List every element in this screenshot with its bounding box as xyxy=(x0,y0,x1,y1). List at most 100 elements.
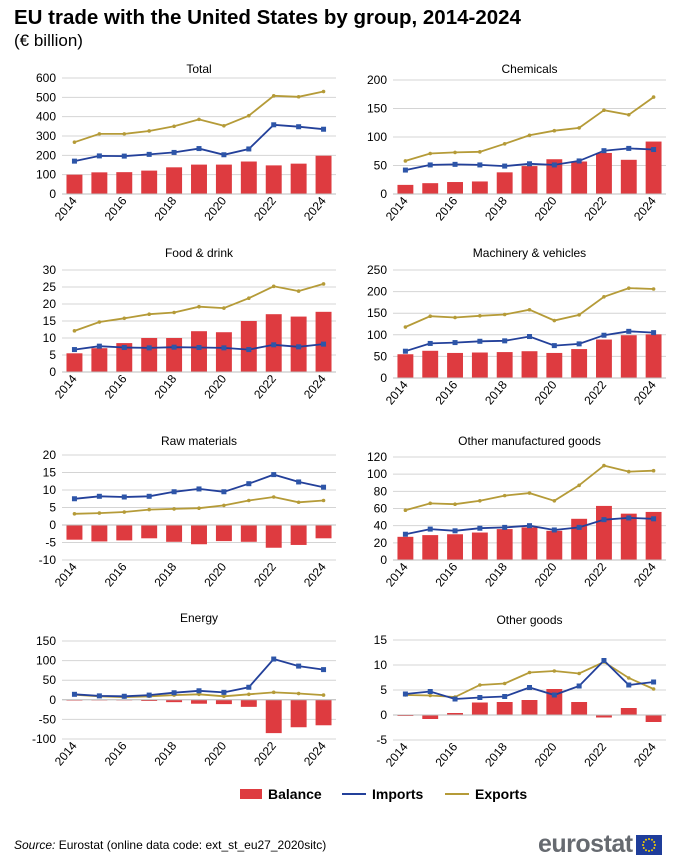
point-imports xyxy=(452,340,458,346)
x-tick-label: 2016 xyxy=(432,378,460,408)
y-tick-label: 60 xyxy=(374,502,388,516)
bar-balance xyxy=(546,689,563,715)
bar-balance xyxy=(571,349,588,378)
point-exports xyxy=(453,502,457,507)
bar-balance xyxy=(116,525,133,541)
point-imports xyxy=(221,489,227,495)
bar-balance xyxy=(290,316,307,372)
bar-balance xyxy=(315,699,332,726)
point-exports xyxy=(626,469,631,474)
line-exports xyxy=(405,287,654,328)
point-exports xyxy=(577,483,581,488)
point-imports xyxy=(502,524,508,530)
point-imports xyxy=(296,663,302,669)
y-tick-label: 100 xyxy=(367,130,387,144)
point-exports xyxy=(122,510,127,514)
chart-panel: Chemicals 0 50 100 150 200 2014 2016 2018 2020 202… xyxy=(367,62,666,223)
x-tick-label: 2020 xyxy=(201,372,229,402)
chart-title: Other goods xyxy=(496,613,562,627)
point-exports xyxy=(602,463,606,468)
point-imports xyxy=(576,524,582,530)
chart-title: Chemicals xyxy=(501,62,557,76)
y-tick-label: 50 xyxy=(374,159,388,173)
x-tick-label: 2014 xyxy=(383,194,411,224)
point-exports xyxy=(428,693,433,698)
x-tick-label: 2022 xyxy=(251,372,279,402)
bar-balance xyxy=(290,699,307,728)
y-tick-label: 0 xyxy=(49,365,56,379)
bar-balance xyxy=(66,353,83,372)
bar-balance xyxy=(91,348,108,372)
y-tick-label: 80 xyxy=(374,484,388,498)
source-note: Source: Eurostat (online data code: ext_… xyxy=(14,838,326,852)
point-imports xyxy=(477,338,483,344)
point-imports xyxy=(146,493,152,499)
point-exports xyxy=(247,498,251,503)
point-imports xyxy=(246,146,252,152)
point-imports xyxy=(196,345,202,351)
point-imports xyxy=(121,345,127,351)
bar-balance xyxy=(546,530,563,560)
y-tick-label: 0 xyxy=(380,187,387,201)
point-exports xyxy=(527,307,532,312)
bar-balance xyxy=(141,525,158,539)
point-imports xyxy=(296,479,302,485)
point-imports xyxy=(477,525,483,531)
y-tick-label: 40 xyxy=(374,519,388,533)
x-tick-label: 2022 xyxy=(251,739,279,769)
bar-balance xyxy=(496,352,513,378)
point-exports xyxy=(403,508,408,513)
point-imports xyxy=(171,149,177,155)
point-exports xyxy=(577,313,581,317)
x-tick-label: 2014 xyxy=(52,560,80,590)
point-exports xyxy=(453,150,457,155)
point-exports xyxy=(296,94,301,99)
bar-balance xyxy=(521,700,538,715)
y-tick-label: 15 xyxy=(43,466,57,480)
x-tick-label: 2020 xyxy=(532,560,560,590)
bar-balance xyxy=(496,172,513,194)
y-tick-label: 150 xyxy=(367,102,387,116)
x-tick-label: 2018 xyxy=(482,740,510,770)
bar-balance xyxy=(422,350,439,378)
x-tick-label: 2014 xyxy=(383,740,411,770)
point-exports xyxy=(577,126,581,130)
x-tick-label: 2018 xyxy=(151,560,179,590)
legend-item-exports: Exports xyxy=(445,786,527,802)
point-imports xyxy=(96,493,102,499)
point-imports xyxy=(96,153,102,159)
point-exports xyxy=(321,693,326,697)
bar-balance xyxy=(166,167,183,194)
x-tick-label: 2016 xyxy=(432,740,460,770)
point-imports xyxy=(321,667,327,673)
y-tick-label: 100 xyxy=(367,467,387,481)
point-imports xyxy=(626,145,632,151)
bar-balance xyxy=(397,536,414,560)
y-tick-label: 10 xyxy=(43,483,57,497)
y-tick-label: -50 xyxy=(39,712,57,726)
x-tick-label: 2016 xyxy=(102,372,130,402)
eu-flag-icon xyxy=(635,834,662,855)
bar-balance xyxy=(91,525,108,542)
point-exports xyxy=(478,313,482,318)
point-exports xyxy=(478,150,482,154)
x-tick-label: 2024 xyxy=(301,739,329,769)
bar-balance xyxy=(397,184,414,194)
bar-balance xyxy=(265,165,282,194)
point-exports xyxy=(577,671,581,676)
point-exports xyxy=(453,315,457,320)
point-imports xyxy=(576,341,582,347)
x-tick-label: 2018 xyxy=(151,194,179,224)
point-exports xyxy=(197,117,201,122)
y-tick-label: 120 xyxy=(367,450,387,464)
y-tick-label: 0 xyxy=(380,708,387,722)
point-exports xyxy=(122,132,127,136)
chart-title: Energy xyxy=(180,611,218,625)
bar-balance xyxy=(191,331,207,372)
x-tick-label: 2018 xyxy=(482,194,510,224)
y-tick-label: 600 xyxy=(36,71,56,85)
point-imports xyxy=(651,147,657,153)
point-imports xyxy=(171,489,177,495)
bar-balance xyxy=(447,182,463,194)
